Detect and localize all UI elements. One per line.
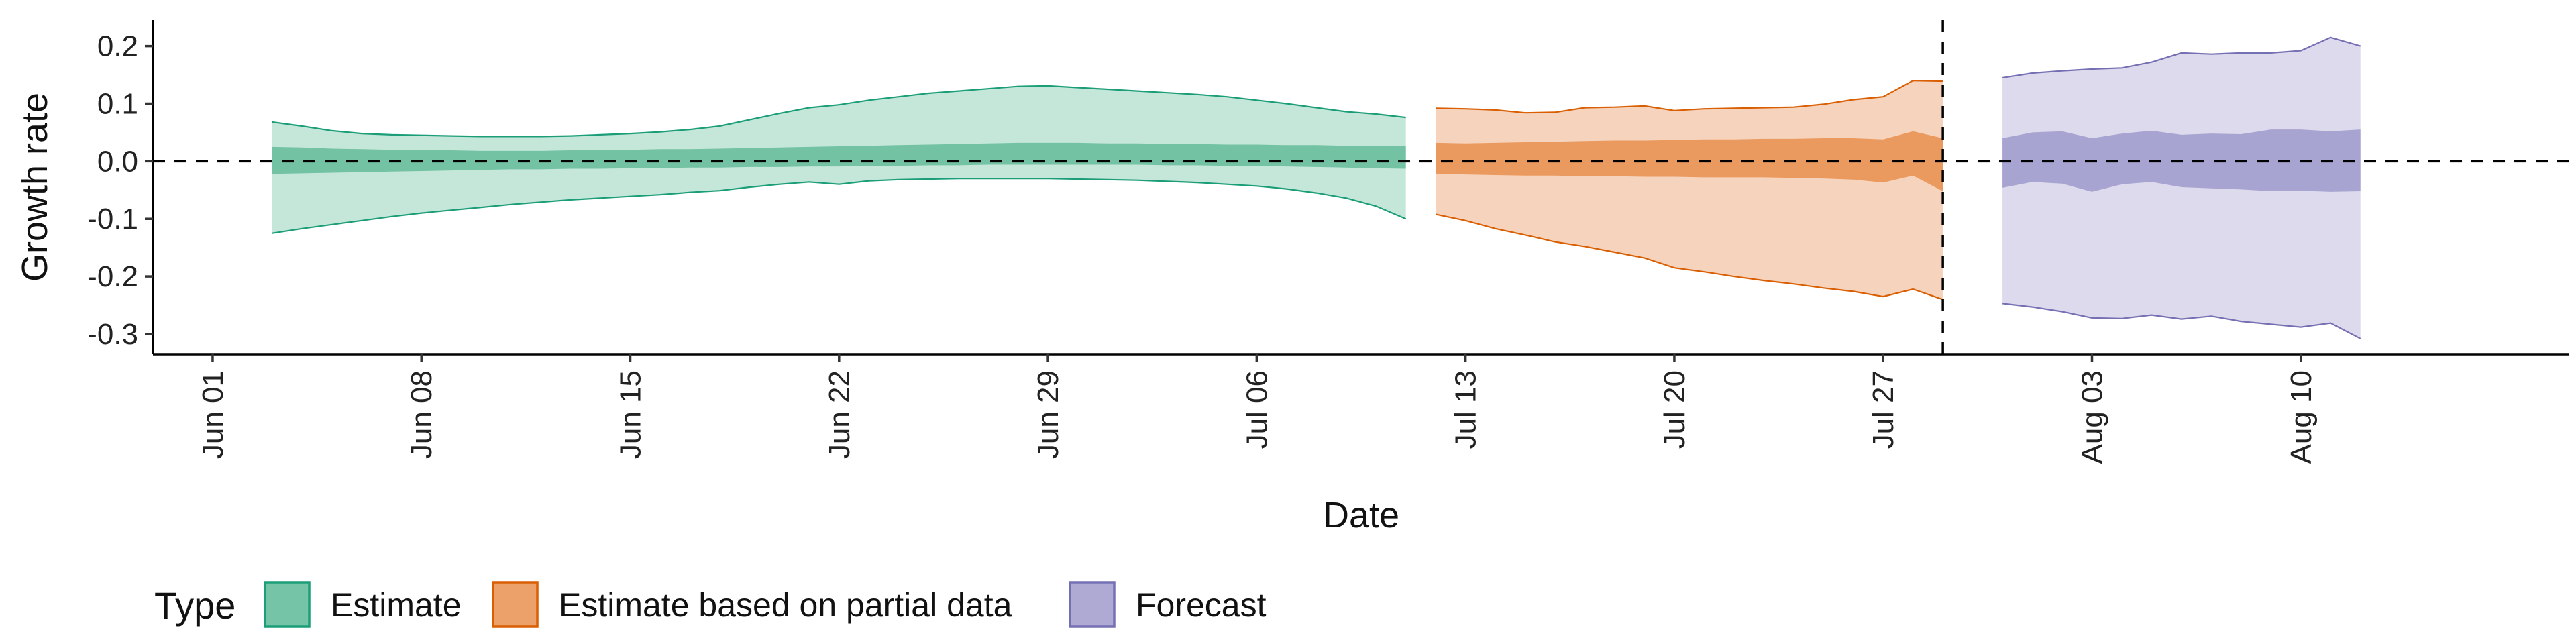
- legend-swatch: [264, 581, 311, 628]
- x-tick-label: Jun 08: [405, 370, 438, 459]
- x-tick-label: Jul 27: [1867, 370, 1900, 449]
- lower-bound-line-1: [1435, 213, 1943, 301]
- x-axis-title: Date: [1323, 495, 1399, 535]
- x-tick-label: Jun 15: [614, 370, 647, 459]
- y-tick-label: -0.1: [87, 203, 138, 235]
- y-tick-label: -0.2: [87, 260, 138, 293]
- x-tick-label: Jun 29: [1032, 370, 1065, 459]
- x-tick-label: Jul 13: [1450, 370, 1483, 449]
- legend-item: Estimate based on partial data: [492, 581, 1012, 628]
- upper-bound-line-0: [272, 85, 1406, 138]
- legend-label: Estimate: [331, 586, 462, 624]
- legend-swatch: [1069, 581, 1116, 628]
- legend-swatch: [492, 581, 539, 628]
- axes: 0.2 0.1 0.0 -0.1 -0.2 -0.3 Jun 01 Jun 08 Jun 15 J…: [87, 20, 2569, 464]
- legend-label: Estimate based on partial data: [559, 586, 1012, 624]
- x-tick-label: Jun 01: [197, 370, 229, 459]
- legend-item: Forecast: [1069, 581, 1267, 628]
- inner-band-1: [1436, 131, 1943, 191]
- x-tick-label: Jul 06: [1240, 370, 1273, 449]
- y-tick-label: 0.0: [97, 145, 138, 178]
- legend: Type Estimate Estimate based on partial d…: [154, 581, 1267, 628]
- inner-band-0: [272, 142, 1406, 174]
- series-2: [2002, 36, 2361, 339]
- y-tick-label: 0.2: [97, 30, 138, 63]
- x-tick-label: Aug 10: [2285, 370, 2318, 464]
- x-tick-label: Aug 03: [2076, 370, 2109, 464]
- lower-bound-line-2: [2002, 303, 2361, 339]
- y-axis-title: Growth rate: [15, 93, 55, 282]
- series-1: [1435, 80, 1943, 301]
- legend-item: Estimate: [264, 581, 462, 628]
- legend-label: Forecast: [1136, 586, 1267, 624]
- ribbon-layer: [272, 36, 2361, 339]
- outer-band-1: [1436, 80, 1943, 300]
- y-tick-label: 0.1: [97, 88, 138, 121]
- upper-bound-line-2: [2002, 36, 2361, 78]
- outer-band-2: [2002, 37, 2361, 339]
- x-tick-label: Jul 20: [1658, 370, 1691, 449]
- legend-title: Type: [154, 584, 235, 627]
- x-tick-label: Jun 22: [823, 370, 856, 459]
- lower-bound-line-0: [272, 178, 1407, 234]
- reference-lines: [153, 20, 2569, 354]
- series-0: [272, 85, 1407, 234]
- y-tick-label: -0.3: [87, 318, 138, 351]
- upper-bound-line-1: [1436, 80, 1943, 114]
